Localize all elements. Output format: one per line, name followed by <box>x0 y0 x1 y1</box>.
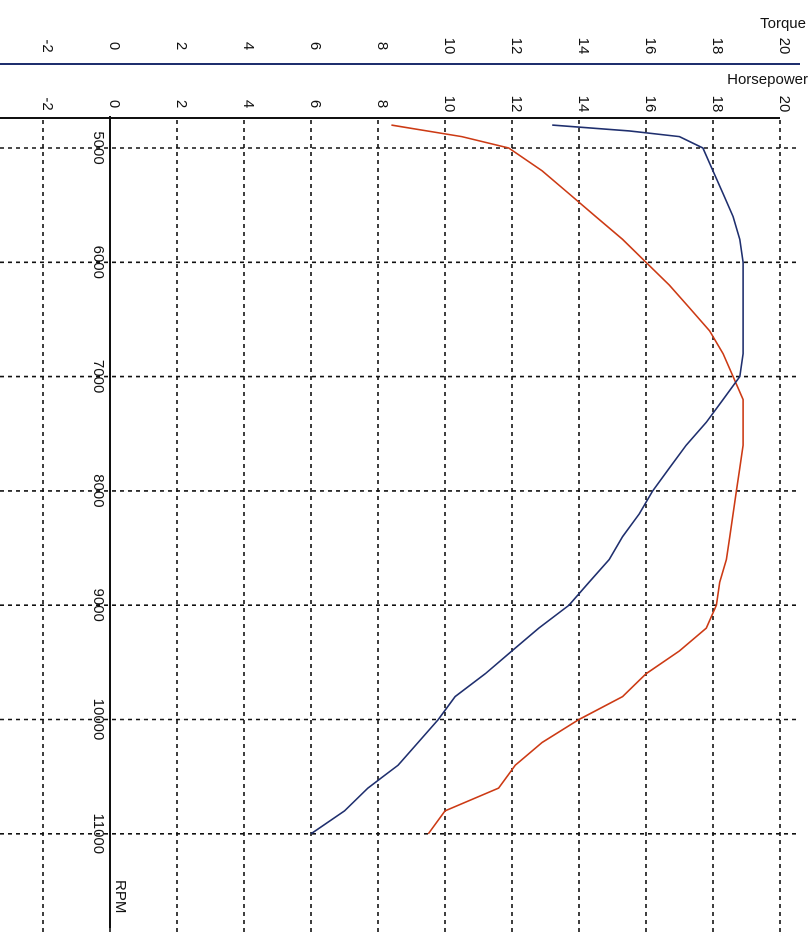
horsepower-tick-label: 2 <box>173 100 190 108</box>
horsepower-tick-label: 20 <box>776 96 793 113</box>
axes <box>0 63 800 928</box>
torque-axis-ticks: -2 0 2 4 6 8 10 12 14 16 18 20 <box>39 38 793 55</box>
torque-tick-label: 16 <box>642 38 659 55</box>
rpm-tick-label: 7000 <box>90 360 107 393</box>
torque-tick-label: 20 <box>776 38 793 55</box>
torque-tick-label: -2 <box>39 39 56 52</box>
torque-series-line <box>310 124 744 835</box>
horsepower-tick-label: 0 <box>106 100 123 108</box>
torque-tick-label: 10 <box>441 38 458 55</box>
horsepower-tick-label: 14 <box>575 96 592 113</box>
horsepower-tick-label: -2 <box>39 97 56 110</box>
rpm-tick-label: 11000 <box>90 813 107 854</box>
torque-tick-label: 18 <box>709 38 726 55</box>
torque-tick-label: 6 <box>307 42 324 50</box>
torque-axis-title: Torque <box>760 15 806 32</box>
rpm-tick-label: 5000 <box>90 131 107 164</box>
horsepower-tick-label: 16 <box>642 96 659 113</box>
horsepower-tick-label: 6 <box>307 100 324 108</box>
horsepower-tick-label: 12 <box>508 96 525 113</box>
torque-tick-label: 14 <box>575 38 592 55</box>
torque-tick-label: 0 <box>106 42 123 50</box>
horsepower-tick-label: 8 <box>374 100 391 108</box>
horsepower-tick-label: 4 <box>240 100 257 108</box>
rpm-axis-title: RPM <box>112 880 129 913</box>
rpm-tick-label: 10000 <box>90 699 107 741</box>
series-layer <box>310 124 744 835</box>
grid-lines <box>0 120 800 932</box>
horsepower-axis-title: Horsepower <box>727 71 808 88</box>
rpm-tick-label: 6000 <box>90 246 107 279</box>
horsepower-axis-ticks: -2 0 2 4 6 8 10 12 14 16 18 20 <box>39 96 793 113</box>
horsepower-series-line <box>391 124 744 835</box>
horsepower-tick-label: 10 <box>441 96 458 113</box>
torque-tick-label: 8 <box>374 42 391 50</box>
torque-tick-label: 12 <box>508 38 525 55</box>
horsepower-tick-label: 18 <box>709 96 726 113</box>
rpm-axis-ticks: 5000 6000 7000 8000 9000 10000 11000 <box>90 131 107 854</box>
torque-tick-label: 2 <box>173 42 190 50</box>
rpm-tick-label: 9000 <box>90 589 107 622</box>
rpm-tick-label: 8000 <box>90 474 107 507</box>
torque-tick-label: 4 <box>240 42 257 50</box>
